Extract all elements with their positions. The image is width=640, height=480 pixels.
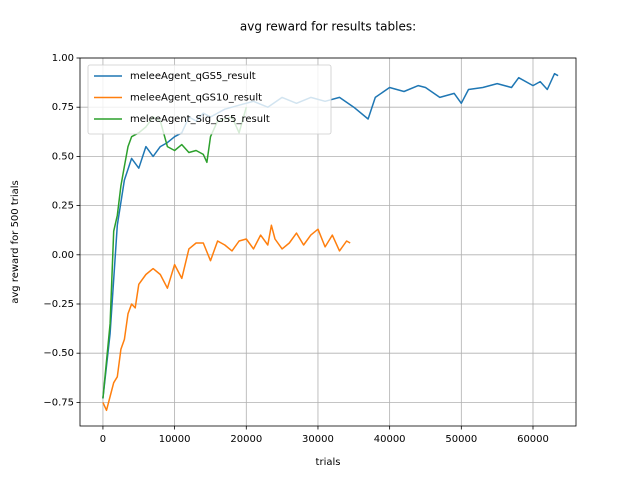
legend: meleeAgent_qGS5_result meleeAgent_qGS10_r… (87, 64, 332, 135)
x-tick-label: 20000 (230, 434, 262, 445)
x-tick-label: 30000 (302, 434, 334, 445)
y-tick-label: 0.25 (52, 201, 74, 212)
x-axis-label: trials (316, 457, 341, 468)
y-tick-label: 0.00 (52, 250, 74, 261)
legend-box (87, 64, 332, 135)
y-tick-label: 0.50 (52, 151, 74, 162)
x-tick-label: 0 (100, 434, 106, 445)
y-tick-label: −0.75 (43, 397, 74, 408)
x-tick-label: 40000 (374, 434, 406, 445)
y-tick-label: 1.00 (52, 53, 74, 64)
legend-label: meleeAgent_Sig_GS5_result (130, 114, 270, 125)
legend-label: meleeAgent_qGS10_result (130, 93, 262, 104)
x-tick-label: 50000 (445, 434, 477, 445)
plot-frame (79, 57, 577, 427)
x-tick-label: 60000 (517, 434, 549, 445)
y-tick-label: −0.50 (43, 348, 74, 359)
y-axis-label: avg reward for 500 trials (10, 180, 21, 304)
series-line (102, 224, 351, 412)
y-tick-label: 0.75 (52, 102, 74, 113)
y-tick-label: −0.25 (43, 299, 74, 310)
x-tick-label: 10000 (159, 434, 191, 445)
legend-label: meleeAgent_qGS5_result (130, 71, 256, 82)
chart-title: avg reward for results tables: (240, 20, 416, 34)
